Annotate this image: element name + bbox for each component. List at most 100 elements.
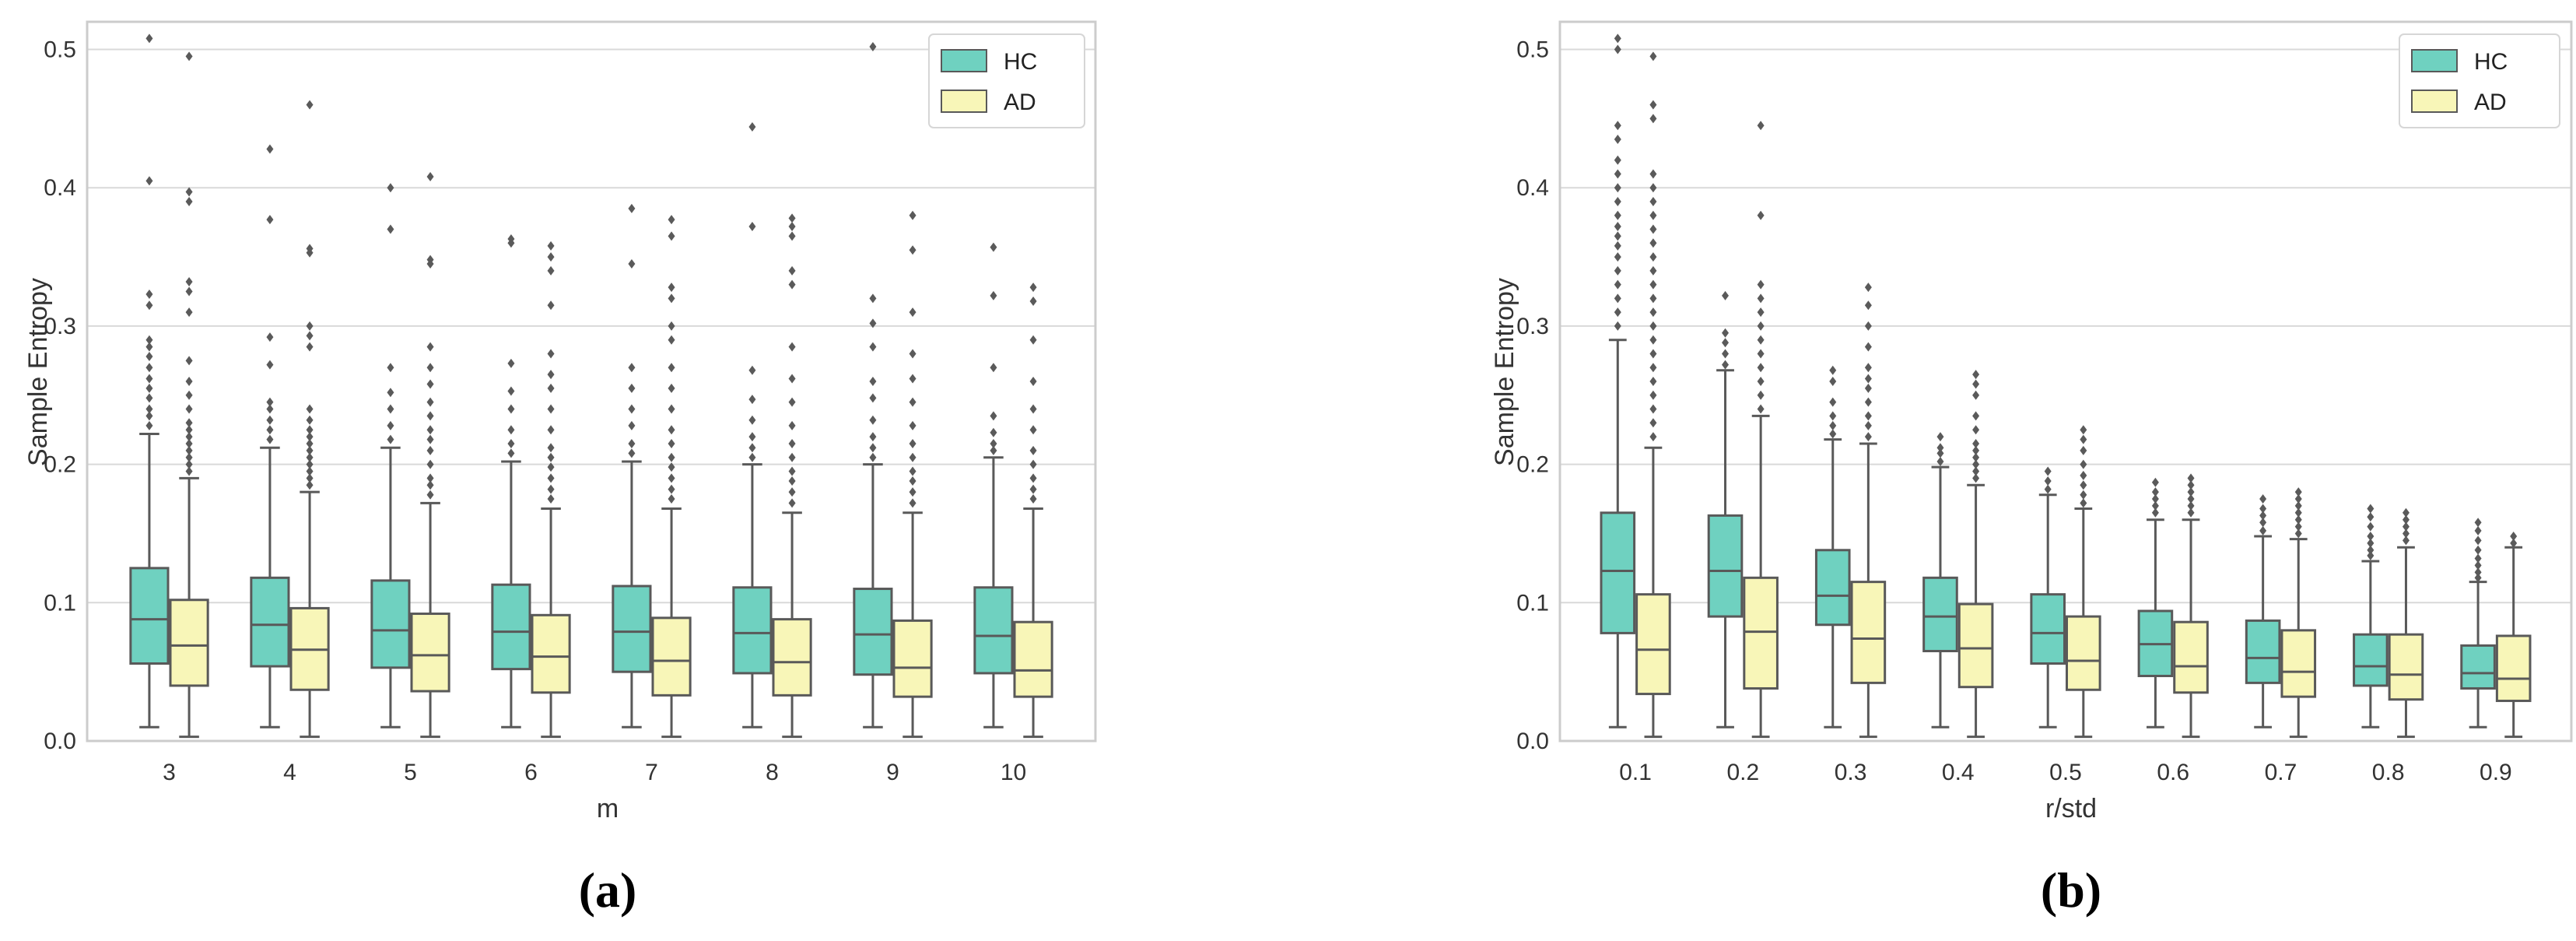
outlier-point xyxy=(909,307,916,318)
box-body xyxy=(732,586,773,675)
outlier-point xyxy=(1864,374,1872,384)
outlier-point xyxy=(1936,457,1944,467)
box-body xyxy=(2495,634,2532,702)
outlier-point xyxy=(2151,494,2159,504)
outlier-point xyxy=(2080,434,2087,444)
legend: HC AD xyxy=(928,33,1085,128)
outlier-point xyxy=(1829,377,1837,386)
y-tick-label: 0.4 xyxy=(1516,175,1549,201)
outlier-point xyxy=(185,197,193,206)
box-ad xyxy=(2388,507,2424,739)
outlier-point xyxy=(1649,114,1657,124)
box-hc xyxy=(250,144,290,729)
outlier-point xyxy=(507,425,515,435)
box-body xyxy=(2388,633,2424,701)
outlier-point xyxy=(185,286,193,297)
outlier-point xyxy=(266,215,274,225)
box-body xyxy=(2030,593,2066,665)
outlier-point xyxy=(1614,44,1621,54)
outlier-point xyxy=(1757,404,1765,414)
outlier-point xyxy=(426,411,434,421)
outlier-point xyxy=(1757,390,1765,400)
legend: HC AD xyxy=(2399,33,2560,128)
box-body xyxy=(772,618,812,697)
outlier-point xyxy=(2259,518,2267,528)
outlier-point xyxy=(2402,514,2410,525)
outlier-point xyxy=(1864,342,1872,352)
box-hc xyxy=(732,122,773,729)
outlier-point xyxy=(1972,425,1980,435)
outlier-point xyxy=(788,374,796,384)
y-tick-label: 0.1 xyxy=(44,590,76,616)
outlier-point xyxy=(1614,183,1621,193)
outlier-point xyxy=(869,293,877,304)
outlier-point xyxy=(2044,466,2052,476)
outlier-point xyxy=(1649,197,1657,206)
outlier-point xyxy=(1829,429,1837,439)
outlier-point xyxy=(426,363,434,373)
outlier-point xyxy=(2510,538,2518,548)
box-body xyxy=(2066,615,2101,691)
outlier-point xyxy=(788,466,796,476)
outlier-point xyxy=(909,452,916,462)
outlier-point xyxy=(1757,349,1765,359)
outlier-point xyxy=(2367,512,2374,522)
x-tick-label: 10 xyxy=(1001,760,1026,785)
outlier-point xyxy=(1029,445,1037,455)
outlier-point xyxy=(266,434,274,444)
y-tick-label: 0.5 xyxy=(1516,37,1549,63)
legend-label-hc: HC xyxy=(2474,49,2508,75)
outlier-point xyxy=(145,374,153,384)
outlier-point xyxy=(628,404,636,414)
outlier-point xyxy=(788,438,796,448)
outlier-point xyxy=(547,404,555,414)
outlier-point xyxy=(628,258,636,269)
outlier-point xyxy=(628,383,636,393)
outlier-point xyxy=(145,363,153,373)
box-hc xyxy=(1600,33,1636,729)
outlier-point xyxy=(1864,397,1872,407)
box-ad xyxy=(2280,487,2317,739)
box-ad xyxy=(2495,532,2532,739)
legend-label-ad: AD xyxy=(1004,90,1036,115)
outlier-point xyxy=(788,487,796,497)
outlier-point xyxy=(1972,370,1980,380)
outlier-point xyxy=(1614,33,1621,44)
outlier-point xyxy=(788,265,796,276)
outlier-point xyxy=(909,349,916,359)
outlier-point xyxy=(387,224,394,234)
outlier-point xyxy=(909,487,916,497)
outlier-point xyxy=(145,352,153,362)
outlier-point xyxy=(1614,293,1621,304)
outlier-point xyxy=(2151,477,2159,487)
chart-panel-a: Sample Entropy m (a) 0.0 0.1 0.2 0.3 0.4 0.5 3… xyxy=(23,20,1097,918)
outlier-point xyxy=(1614,221,1621,231)
panel-label: (a) xyxy=(579,862,637,918)
box-body xyxy=(612,585,652,673)
outlier-point xyxy=(1864,420,1872,430)
outlier-point xyxy=(869,377,877,386)
outlier-point xyxy=(507,404,515,414)
outlier-point xyxy=(909,476,916,486)
outlier-point xyxy=(2474,553,2482,564)
outlier-point xyxy=(2474,560,2482,571)
outlier-point xyxy=(2474,545,2482,555)
outlier-point xyxy=(668,231,675,241)
y-tick-label: 0.1 xyxy=(1516,590,1549,616)
outlier-point xyxy=(628,420,636,430)
box-hc xyxy=(612,203,652,729)
outlier-point xyxy=(990,363,997,373)
outlier-point xyxy=(1649,390,1657,400)
outlier-point xyxy=(426,172,434,182)
outlier-point xyxy=(266,360,274,370)
outlier-point xyxy=(1649,238,1657,248)
outlier-point xyxy=(869,393,877,403)
outlier-point xyxy=(909,210,916,220)
outlier-point xyxy=(2080,459,2087,469)
outlier-point xyxy=(426,490,434,500)
outlier-point xyxy=(788,279,796,290)
box-hc xyxy=(2353,504,2388,729)
box-ad xyxy=(169,51,209,739)
outlier-point xyxy=(909,466,916,476)
outlier-point xyxy=(1722,338,1730,348)
